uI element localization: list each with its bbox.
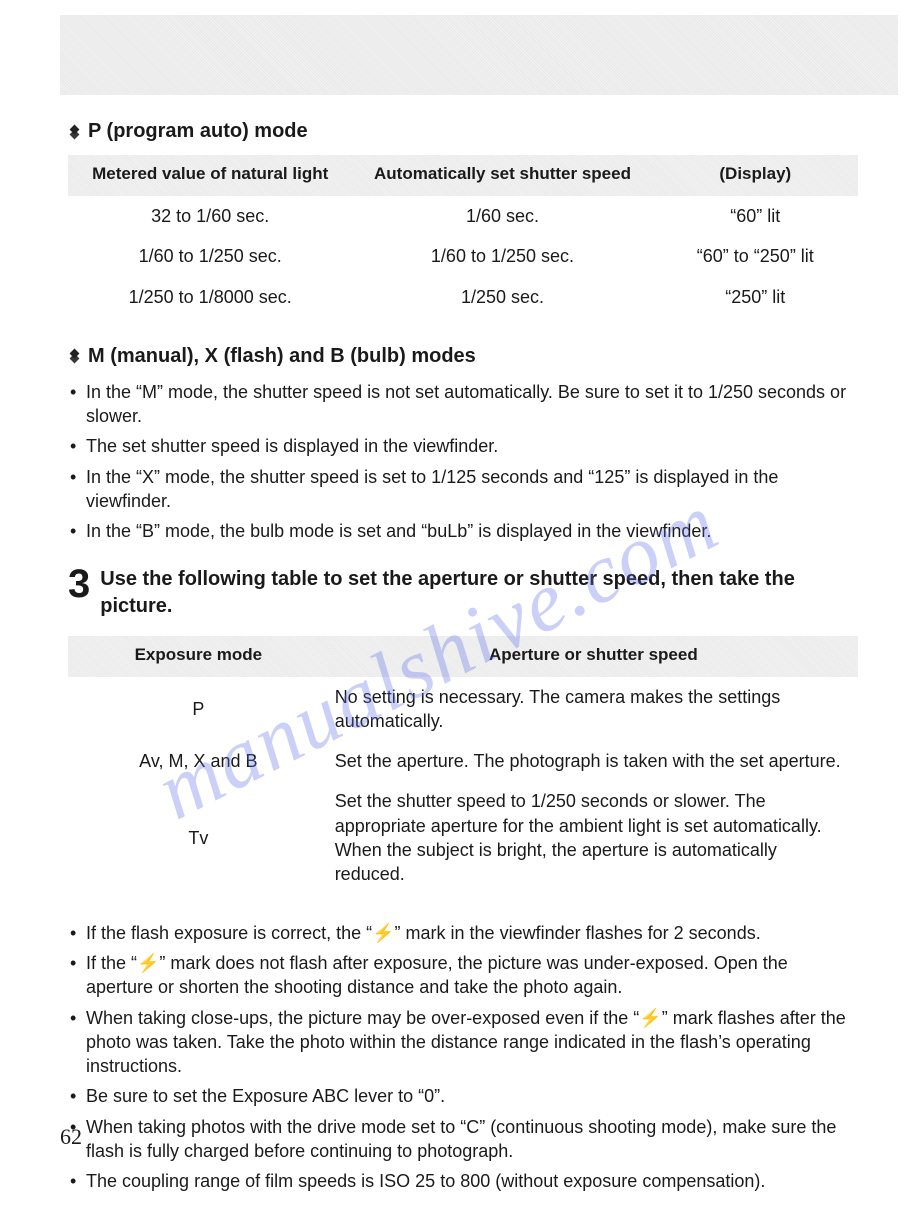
- table-exposure-mode: Exposure mode Aperture or shutter speed …: [68, 636, 858, 895]
- page-number: 62: [60, 1122, 82, 1152]
- table-row: P No setting is necessary. The camera ma…: [68, 677, 858, 742]
- cell: 1/250 to 1/8000 sec.: [68, 277, 352, 317]
- cell: No setting is necessary. The camera make…: [329, 677, 858, 742]
- diamond-icon: [68, 125, 82, 139]
- table-row: 32 to 1/60 sec. 1/60 sec. “60” lit: [68, 196, 858, 236]
- heading-mxb-text: M (manual), X (flash) and B (bulb) modes: [88, 343, 476, 370]
- table-p-mode: Metered value of natural light Automatic…: [68, 155, 858, 317]
- cell: “250” lit: [653, 277, 858, 317]
- cell: 1/250 sec.: [352, 277, 652, 317]
- table-row: Av, M, X and B Set the aperture. The pho…: [68, 741, 858, 781]
- cell: Set the aperture. The photograph is take…: [329, 741, 858, 781]
- list-item: In the “B” mode, the bulb mode is set an…: [68, 519, 858, 543]
- list-item: The set shutter speed is displayed in th…: [68, 434, 858, 458]
- table-row: Exposure mode Aperture or shutter speed: [68, 636, 858, 677]
- col-header: Automatically set shutter speed: [352, 155, 652, 196]
- cell: “60” lit: [653, 196, 858, 236]
- list-item: In the “X” mode, the shutter speed is se…: [68, 465, 858, 514]
- list-item: If the flash exposure is correct, the “⚡…: [68, 921, 858, 945]
- col-header: Aperture or shutter speed: [329, 636, 858, 677]
- cell: 32 to 1/60 sec.: [68, 196, 352, 236]
- list-item: When taking photos with the drive mode s…: [68, 1115, 858, 1164]
- cell: 1/60 sec.: [352, 196, 652, 236]
- cell: Av, M, X and B: [68, 741, 329, 781]
- page-content: P (program auto) mode Metered value of n…: [68, 110, 858, 1216]
- step-3-heading: 3 Use the following table to set the ape…: [68, 566, 858, 620]
- diamond-icon: [68, 349, 82, 363]
- list-item: When taking close-ups, the picture may b…: [68, 1006, 858, 1079]
- cell: 1/60 to 1/250 sec.: [68, 236, 352, 276]
- table-row: Tv Set the shutter speed to 1/250 second…: [68, 781, 858, 894]
- cell: Set the shutter speed to 1/250 seconds o…: [329, 781, 858, 894]
- step-number: 3: [68, 566, 90, 602]
- heading-mxb-modes: M (manual), X (flash) and B (bulb) modes: [68, 343, 858, 370]
- table-row: 1/60 to 1/250 sec. 1/60 to 1/250 sec. “6…: [68, 236, 858, 276]
- cell: “60” to “250” lit: [653, 236, 858, 276]
- table-row: Metered value of natural light Automatic…: [68, 155, 858, 196]
- bullet-list-notes: If the flash exposure is correct, the “⚡…: [68, 921, 858, 1194]
- cell: Tv: [68, 781, 329, 894]
- heading-p-mode: P (program auto) mode: [68, 118, 858, 145]
- list-item: The coupling range of film speeds is ISO…: [68, 1169, 858, 1193]
- bullet-list-modes: In the “M” mode, the shutter speed is no…: [68, 380, 858, 544]
- list-item: Be sure to set the Exposure ABC lever to…: [68, 1084, 858, 1108]
- scanned-top-band: [60, 15, 898, 95]
- heading-p-mode-text: P (program auto) mode: [88, 118, 308, 145]
- cell: P: [68, 677, 329, 742]
- list-item: If the “⚡” mark does not flash after exp…: [68, 951, 858, 1000]
- table-row: 1/250 to 1/8000 sec. 1/250 sec. “250” li…: [68, 277, 858, 317]
- col-header: Metered value of natural light: [68, 155, 352, 196]
- list-item: In the “M” mode, the shutter speed is no…: [68, 380, 858, 429]
- col-header: Exposure mode: [68, 636, 329, 677]
- step-text: Use the following table to set the apert…: [100, 566, 858, 620]
- cell: 1/60 to 1/250 sec.: [352, 236, 652, 276]
- col-header: (Display): [653, 155, 858, 196]
